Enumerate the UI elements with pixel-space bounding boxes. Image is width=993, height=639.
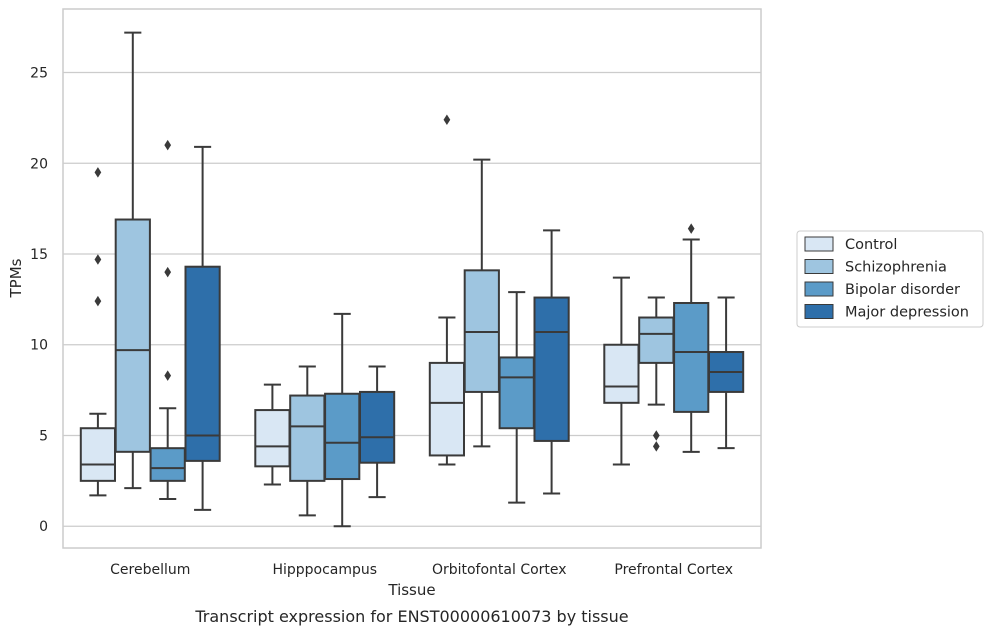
boxes — [79, 31, 745, 528]
box-iqr — [184, 265, 221, 462]
box-cerebellum-major-depression — [184, 145, 221, 511]
legend-swatch — [804, 259, 834, 274]
gridlines — [63, 71, 761, 527]
legend-frame — [796, 230, 984, 328]
box-iqr — [114, 218, 151, 453]
outlier-point — [652, 430, 660, 441]
outlier-point — [652, 441, 660, 452]
outlier-point — [164, 266, 172, 278]
box-cerebellum-bipolar-disorder — [149, 139, 186, 500]
x-tick-label: Hipppocampus — [272, 562, 377, 578]
box-orbitofontal-cortex-control — [428, 114, 466, 466]
box-hipppocampus-major-depression — [358, 365, 396, 499]
box-orbitofontal-cortex-schizophrenia — [463, 158, 500, 448]
y-axis-label: TPMs — [7, 258, 25, 298]
y-tick-label: 10 — [30, 338, 48, 354]
outlier-point — [94, 295, 102, 307]
x-tick-label: Orbitofontal Cortex — [432, 562, 567, 578]
y-tick-label: 5 — [39, 428, 48, 444]
box-orbitofontal-cortex-bipolar-disorder — [498, 291, 535, 504]
legend-label: Bipolar disorder — [845, 282, 960, 298]
x-axis-label: Tissue — [387, 581, 435, 599]
outlier-point — [443, 114, 451, 125]
box-cerebellum-schizophrenia — [114, 31, 151, 490]
box-prefrontal-cortex-schizophrenia — [638, 296, 675, 452]
box-iqr — [149, 447, 186, 482]
y-tick-label: 25 — [30, 66, 48, 82]
x-tick-label: Cerebellum — [110, 562, 190, 578]
outlier-point — [164, 370, 172, 381]
x-tick-label: Prefrontal Cortex — [614, 562, 733, 578]
box-iqr — [498, 356, 535, 430]
box-iqr — [254, 409, 291, 468]
box-iqr — [324, 392, 361, 481]
box-iqr — [79, 427, 117, 482]
box-iqr — [533, 296, 570, 442]
plot-frame — [62, 8, 762, 549]
box-prefrontal-cortex-major-depression — [707, 296, 745, 450]
legend-swatch — [804, 236, 834, 252]
legend-swatch — [804, 304, 834, 319]
box-iqr — [673, 302, 710, 413]
box-iqr — [428, 361, 466, 457]
box-hipppocampus-schizophrenia — [289, 365, 326, 517]
y-tick-label: 20 — [30, 156, 48, 172]
outlier-point — [94, 167, 102, 178]
box-iqr — [358, 390, 396, 464]
legend-label: Control — [845, 237, 897, 253]
outlier-point — [164, 139, 172, 151]
box-orbitofontal-cortex-major-depression — [533, 229, 570, 495]
legend-swatch — [804, 281, 834, 297]
box-prefrontal-cortex-bipolar-disorder — [673, 223, 710, 453]
y-tick-label: 15 — [30, 247, 48, 263]
box-cerebellum-control — [79, 167, 117, 497]
chart-caption: Transcript expression for ENST0000061007… — [194, 607, 628, 626]
outlier-point — [687, 223, 695, 234]
y-tick-label: 0 — [39, 519, 48, 535]
box-prefrontal-cortex-control — [603, 276, 640, 466]
legend: Control Schizophrenia Bipolar disorder Majo… — [796, 230, 984, 328]
legend-label: Schizophrenia — [845, 260, 947, 276]
box-iqr — [638, 316, 675, 364]
box-iqr — [289, 394, 326, 482]
y-tick-labels: 0 5 10 15 20 25 — [30, 66, 48, 536]
box-hipppocampus-control — [254, 383, 291, 486]
x-tick-labels: Cerebellum Hipppocampus Orbitofontal Corte… — [110, 562, 733, 578]
outlier-point — [94, 254, 102, 265]
legend-label: Major depression — [845, 305, 969, 321]
box-iqr — [603, 343, 640, 404]
